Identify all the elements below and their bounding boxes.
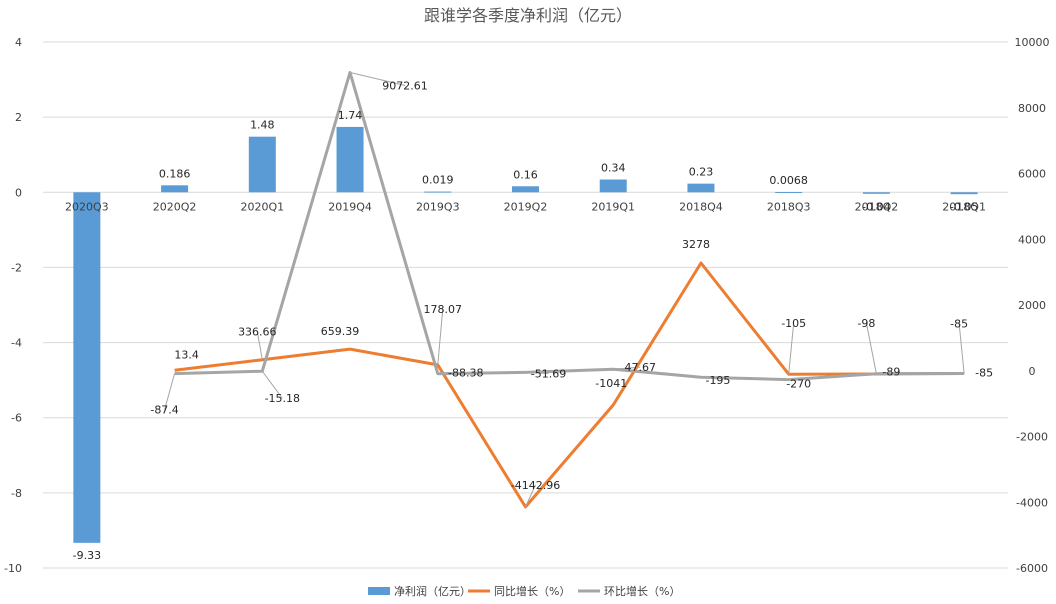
bar-data-label: 0.186: [159, 167, 191, 180]
yoy-data-label: 13.4: [174, 348, 199, 361]
bar-data-label: 1.74: [338, 109, 363, 122]
x-axis-categories: 2020Q3 2020Q2 2020Q1 2019Q4 2019Q3 2019Q2 2019…: [65, 200, 986, 213]
bar-data-label: 0.34: [601, 162, 626, 175]
bar-data-label: -0.04: [862, 200, 890, 213]
legend-label: 同比增长（%）: [494, 584, 570, 598]
left-axis-tick-label: 2: [15, 111, 22, 124]
qoq-data-label: 9072.61: [382, 79, 428, 92]
leader-line: [261, 370, 283, 399]
right-axis-tick-label: 0: [1029, 365, 1036, 378]
left-axis-tick-label: -10: [4, 562, 22, 575]
leader-line: [349, 72, 406, 86]
bar-data-label: -9.33: [73, 549, 101, 562]
bar-data-label: 1.48: [250, 119, 275, 132]
bar: [687, 183, 715, 193]
chart-title: 跟谁学各季度净利润（亿元）: [424, 6, 632, 25]
bar: [424, 191, 452, 193]
legend: 净利润（亿元） 同比增长（%） 环比增长（%）: [368, 584, 680, 598]
qoq-data-label: -51.69: [531, 367, 566, 380]
left-axis-tick-label: -8: [11, 487, 22, 500]
legend-label: 环比增长（%）: [604, 584, 680, 598]
bar-data-label: 0.0068: [769, 174, 808, 187]
x-axis-category-label: 2019Q1: [591, 200, 635, 213]
leader-line: [788, 323, 795, 375]
x-axis-category-label: 2020Q1: [240, 200, 284, 213]
bar-series: [73, 126, 978, 543]
right-axis-tick-label: 10000: [1015, 36, 1050, 49]
line-series: [174, 71, 965, 509]
x-axis-category-label: 2019Q4: [328, 200, 372, 213]
leader-line: [865, 322, 877, 375]
qoq-data-label: -89: [882, 366, 900, 379]
x-axis-category-label: 2018Q1: [942, 200, 986, 213]
leader-line: [437, 372, 466, 375]
right-axis-tick-label: 2000: [1018, 299, 1046, 312]
yoy-data-label: 3278: [682, 238, 710, 251]
x-axis-category-label: 2019Q2: [504, 200, 548, 213]
bar: [512, 186, 539, 193]
qoq-data-label: 47.67: [624, 361, 656, 374]
right-axis-tick-label: -6000: [1016, 562, 1048, 575]
right-axis-tick-label: 6000: [1018, 168, 1046, 181]
x-axis-category-label: 2019Q3: [416, 200, 460, 213]
bar: [599, 179, 627, 193]
leader-line: [256, 331, 263, 360]
x-axis-category-label: 2018Q2: [855, 200, 899, 213]
bar-data-label: 0.019: [422, 174, 454, 187]
yoy-data-label: 659.39: [321, 325, 360, 338]
right-axis-tick-label: -4000: [1016, 496, 1048, 509]
yoy-data-label: 336.66: [238, 326, 277, 339]
bar: [775, 192, 803, 194]
leader-line: [164, 373, 176, 410]
left-axis-tick-label: -6: [11, 412, 22, 425]
x-axis-category-label: 2018Q3: [767, 200, 811, 213]
yoy-data-label: -105: [781, 317, 806, 330]
bar-data-label: 0.16: [513, 168, 538, 181]
yoy-data-label: -98: [857, 317, 875, 330]
leader-line: [525, 371, 549, 374]
left-axis-tick-label: -2: [11, 261, 22, 274]
x-axis-category-label: 2018Q4: [679, 200, 723, 213]
bar: [161, 185, 189, 193]
qoq-data-label: -85: [975, 367, 993, 380]
qoq-data-label: -88.38: [448, 367, 483, 380]
bar: [73, 192, 101, 543]
qoq-data-label: -270: [786, 378, 811, 391]
bar: [862, 192, 890, 194]
bar: [950, 192, 978, 195]
x-axis-category-label: 2020Q3: [65, 200, 109, 213]
yoy-data-label: -85: [950, 318, 968, 331]
left-axis-tick-label: -4: [11, 337, 22, 350]
left-y-axis: 4 2 0 -2 -4 -6 -8 -10: [4, 36, 22, 575]
leader-line: [958, 323, 965, 374]
left-axis-tick-label: 4: [15, 36, 22, 49]
right-axis-tick-label: -2000: [1016, 431, 1048, 444]
data-labels: -9.33 0.186 1.48 1.74 0.019 0.16 0.34 0.23 0.006…: [73, 72, 993, 562]
yoy-data-label: -4142.96: [511, 479, 560, 492]
yoy-data-label: -1041: [595, 377, 627, 390]
yoy-data-label: 178.07: [424, 303, 463, 316]
bar: [248, 136, 276, 193]
bar: [336, 126, 364, 193]
right-axis-tick-label: 4000: [1018, 233, 1046, 246]
bar-data-label: 0.23: [689, 166, 714, 179]
qoq-data-label: -195: [705, 374, 730, 387]
left-axis-tick-label: 0: [15, 186, 22, 199]
qoq-data-label: -15.18: [265, 392, 300, 405]
yoy-growth-line: [174, 261, 965, 509]
leader-line: [613, 366, 641, 370]
bar-data-label: -0.05: [950, 200, 978, 213]
right-y-axis: 10000 8000 6000 4000 2000 0 -2000 -4000 -6000: [1015, 36, 1050, 575]
x-axis-category-label: 2020Q2: [153, 200, 197, 213]
legend-label: 净利润（亿元）: [394, 584, 471, 598]
qoq-data-label: -87.4: [150, 404, 178, 417]
legend-swatch-bar: [368, 587, 390, 595]
qoq-growth-line: [174, 71, 965, 382]
leader-line: [437, 308, 444, 365]
leader-line: [525, 484, 536, 508]
right-axis-tick-label: 8000: [1018, 102, 1046, 115]
